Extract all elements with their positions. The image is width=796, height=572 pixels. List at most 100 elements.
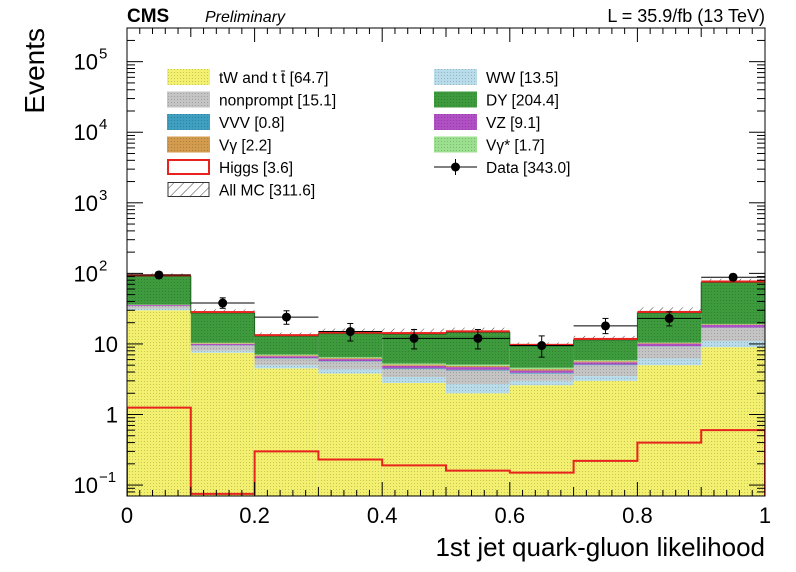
x-tick-label: 0.6 — [495, 503, 526, 528]
legend-label: Vγ* [1.7] — [486, 138, 545, 155]
y-tick-exponent: 3 — [99, 187, 107, 204]
bar-texture — [446, 369, 510, 371]
bar-texture — [318, 369, 383, 374]
legend-label: DY [204.4] — [486, 93, 559, 110]
data-point — [473, 333, 483, 343]
luminosity-label: L = 35.9/fb (13 TeV) — [607, 6, 765, 26]
legend-entry: tW and t t̄ [64.7] — [167, 69, 328, 87]
bar-texture — [254, 358, 319, 366]
legend-entry: VZ [9.1] — [434, 114, 540, 132]
legend-entry: nonprompt [15.1] — [167, 91, 336, 110]
legend-entry: Vγ [2.2] — [167, 136, 272, 155]
data-point — [664, 313, 674, 323]
data-point — [218, 298, 228, 308]
legend-entry: WW [13.5] — [434, 69, 558, 87]
cms-label: CMS — [127, 6, 169, 27]
uncertainty-band — [637, 307, 702, 313]
x-tick-label: 0.4 — [367, 503, 398, 528]
legend-swatch-marker — [451, 162, 460, 172]
bar-texture — [701, 341, 765, 348]
legend-label: All MC [311.6] — [219, 183, 315, 200]
bar-texture — [190, 343, 255, 346]
legend-label: tW and t t̄ [64.7] — [219, 70, 328, 87]
bar-texture — [190, 342, 255, 344]
bar-texture — [637, 346, 702, 359]
x-axis-title: 1st jet quark-gluon likelihood — [435, 532, 765, 562]
legend-label: WW [13.5] — [486, 70, 558, 87]
bar-texture — [254, 336, 319, 355]
bar-texture — [318, 357, 383, 359]
y-axis-title: Events — [19, 28, 50, 114]
bar-texture — [637, 342, 702, 344]
legend-swatch — [167, 182, 210, 197]
bar-texture — [509, 385, 574, 496]
legend-entry: VVV [0.8] — [167, 114, 284, 132]
bar-texture — [701, 347, 765, 496]
bar-texture — [318, 358, 383, 360]
higgs-histogram — [127, 406, 765, 496]
bar-texture — [254, 355, 319, 357]
preliminary-label: Preliminary — [205, 9, 286, 26]
y-tick-label: 10 — [74, 191, 98, 216]
bar-texture — [318, 373, 383, 496]
signal-top — [254, 334, 319, 337]
legend-entry: All MC [311.6] — [167, 182, 315, 200]
bar-texture — [446, 364, 510, 366]
bar-texture — [573, 361, 638, 363]
bar-texture — [127, 310, 191, 496]
bar-texture — [382, 382, 446, 496]
bar-texture — [318, 359, 383, 362]
legend-swatch-texture — [167, 136, 210, 153]
bar-texture — [509, 373, 574, 381]
bar-texture — [318, 361, 383, 370]
legend-swatch-texture — [167, 91, 210, 108]
bar-texture — [573, 360, 638, 362]
bar-texture — [446, 370, 510, 385]
bar-texture — [573, 364, 638, 366]
bar-texture — [254, 368, 319, 496]
bar-texture — [382, 369, 446, 377]
legend-label: Higgs [3.6] — [219, 160, 293, 177]
bar-texture — [382, 364, 446, 366]
data-point — [282, 312, 291, 322]
y-tick-label: 10 — [74, 120, 98, 145]
data-point — [409, 333, 419, 343]
bar-texture — [573, 376, 638, 381]
bar-texture — [509, 369, 574, 371]
bar-texture — [509, 380, 574, 386]
data-point — [601, 321, 610, 331]
legend-entry: Vγ* [1.7] — [434, 136, 545, 155]
data-point — [537, 341, 547, 351]
bar-texture — [254, 365, 319, 369]
data-point — [728, 272, 738, 282]
bar-texture — [701, 327, 765, 342]
legend-swatch-texture — [434, 91, 477, 108]
uncertainty-band — [573, 335, 638, 340]
legend-swatch-texture — [167, 114, 210, 130]
bar-texture — [573, 365, 638, 377]
legend-swatch-texture — [167, 69, 210, 85]
y-tick-label: 10 — [74, 261, 98, 286]
bar-texture — [573, 362, 638, 365]
bar-texture — [190, 313, 255, 343]
bar-texture — [190, 350, 255, 353]
legend-swatch — [167, 159, 210, 175]
bar-texture — [637, 365, 702, 496]
y-tick-label: 10 — [74, 473, 98, 498]
legend: tW and t t̄ [64.7] nonprompt [15.1] VVV [0… — [167, 69, 570, 200]
data-points — [127, 270, 765, 358]
legend-entry: DY [204.4] — [434, 91, 559, 110]
bar-texture — [446, 393, 510, 496]
bar-texture — [446, 367, 510, 370]
bar-texture — [190, 343, 255, 344]
bar-texture — [701, 324, 765, 328]
bar-texture — [127, 276, 191, 305]
legend-label: Data [343.0] — [486, 160, 570, 177]
higgs-line — [127, 406, 765, 496]
x-tick-label: 1 — [759, 503, 771, 528]
stacked-histogram — [127, 275, 765, 496]
bar-texture — [318, 333, 383, 358]
data-point — [154, 270, 164, 280]
bar-texture — [509, 370, 574, 373]
bar-texture — [446, 365, 510, 368]
